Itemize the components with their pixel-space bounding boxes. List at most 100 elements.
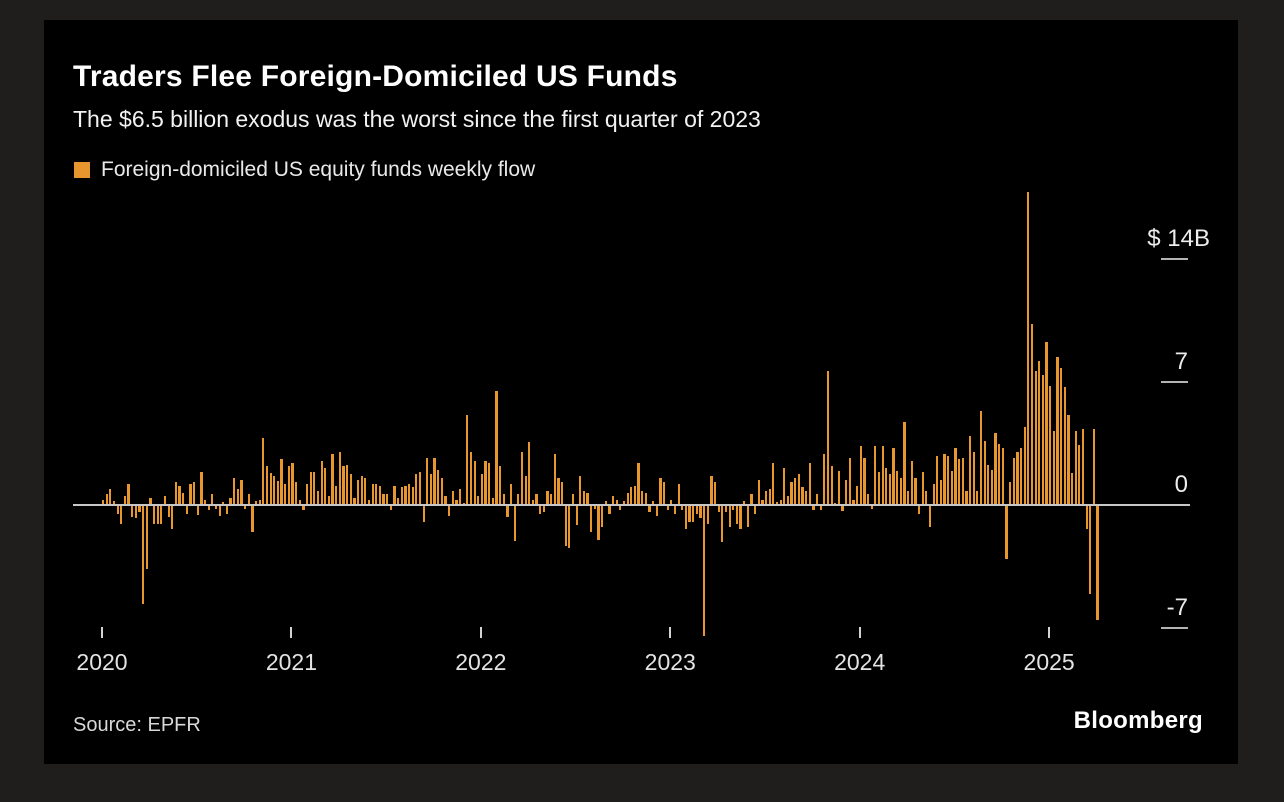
bar [746, 506, 749, 528]
bar [480, 474, 484, 505]
bar [958, 459, 961, 505]
bar [805, 490, 808, 505]
legend-label: Foreign-domiciled US equity funds weekly… [101, 158, 536, 181]
bar [338, 452, 341, 505]
bar [630, 487, 633, 505]
bar [706, 506, 709, 524]
bar [754, 506, 757, 514]
bar [932, 483, 935, 505]
bar [273, 476, 276, 505]
bar [429, 474, 433, 505]
bar [830, 466, 833, 505]
bar [994, 432, 997, 505]
bar [903, 422, 906, 505]
bar [936, 455, 939, 505]
bar [888, 474, 892, 505]
bar [710, 476, 713, 505]
bar [313, 472, 316, 505]
bar [451, 490, 454, 505]
bar [349, 474, 352, 505]
x-axis-label: 2023 [644, 649, 696, 675]
bar [571, 494, 575, 505]
bar [524, 476, 527, 505]
bar [422, 506, 425, 522]
bar [910, 461, 913, 505]
bar [247, 494, 250, 505]
bar [739, 506, 742, 529]
bar [1016, 452, 1019, 505]
bar [484, 461, 487, 505]
bar [407, 483, 411, 505]
bar [797, 474, 800, 505]
bar [928, 506, 932, 528]
bar [138, 506, 141, 513]
bar [262, 438, 265, 505]
bar [987, 464, 990, 505]
bar [298, 499, 301, 505]
bar [280, 459, 283, 505]
bar [222, 502, 225, 505]
bar [896, 470, 899, 505]
bar [998, 444, 1001, 505]
bar [386, 494, 389, 505]
bar [823, 454, 826, 505]
bar [244, 506, 247, 509]
bar [127, 483, 130, 505]
bar [568, 506, 571, 549]
bar [841, 506, 844, 512]
x-axis-label: 2025 [1023, 649, 1075, 675]
bar [444, 496, 447, 505]
bar [721, 506, 724, 543]
bar [768, 489, 771, 505]
bar [1034, 371, 1037, 505]
bar [458, 489, 462, 505]
bar [743, 501, 746, 505]
bar [557, 477, 560, 505]
bar [637, 462, 640, 505]
bar [393, 485, 396, 505]
bar [160, 506, 163, 524]
bar [550, 494, 553, 505]
bar [750, 494, 753, 505]
bar [174, 482, 178, 505]
bar [258, 499, 261, 505]
bar [120, 506, 123, 524]
bar [885, 468, 888, 505]
bar [102, 499, 105, 505]
bar [859, 446, 862, 505]
bar [641, 490, 644, 505]
bar [448, 506, 451, 516]
bar [761, 499, 764, 505]
legend: Foreign-domiciled US equity funds weekly… [74, 158, 535, 182]
bar [295, 482, 298, 505]
bar [597, 506, 600, 541]
bar [1078, 445, 1081, 505]
bar [225, 506, 229, 514]
bar [611, 496, 615, 505]
bar [109, 489, 112, 505]
bar [1070, 473, 1074, 505]
bar [892, 447, 895, 505]
y-axis-label: 7 [1174, 348, 1188, 375]
bar [881, 446, 884, 505]
bar [320, 461, 323, 505]
bar [688, 506, 691, 522]
bar [579, 476, 582, 505]
bar [615, 499, 618, 505]
bar [677, 483, 680, 505]
bar [644, 492, 647, 505]
bar [564, 506, 567, 547]
bar [954, 447, 957, 505]
x-axis-tick [101, 627, 103, 638]
bar [703, 506, 706, 637]
bar [196, 506, 199, 515]
bar [783, 468, 786, 505]
bar [1085, 506, 1088, 529]
bar [1049, 385, 1052, 505]
bar [203, 499, 207, 505]
bar [185, 506, 188, 514]
bar [211, 494, 214, 505]
bar [808, 462, 811, 505]
x-axis-tick [858, 627, 861, 638]
